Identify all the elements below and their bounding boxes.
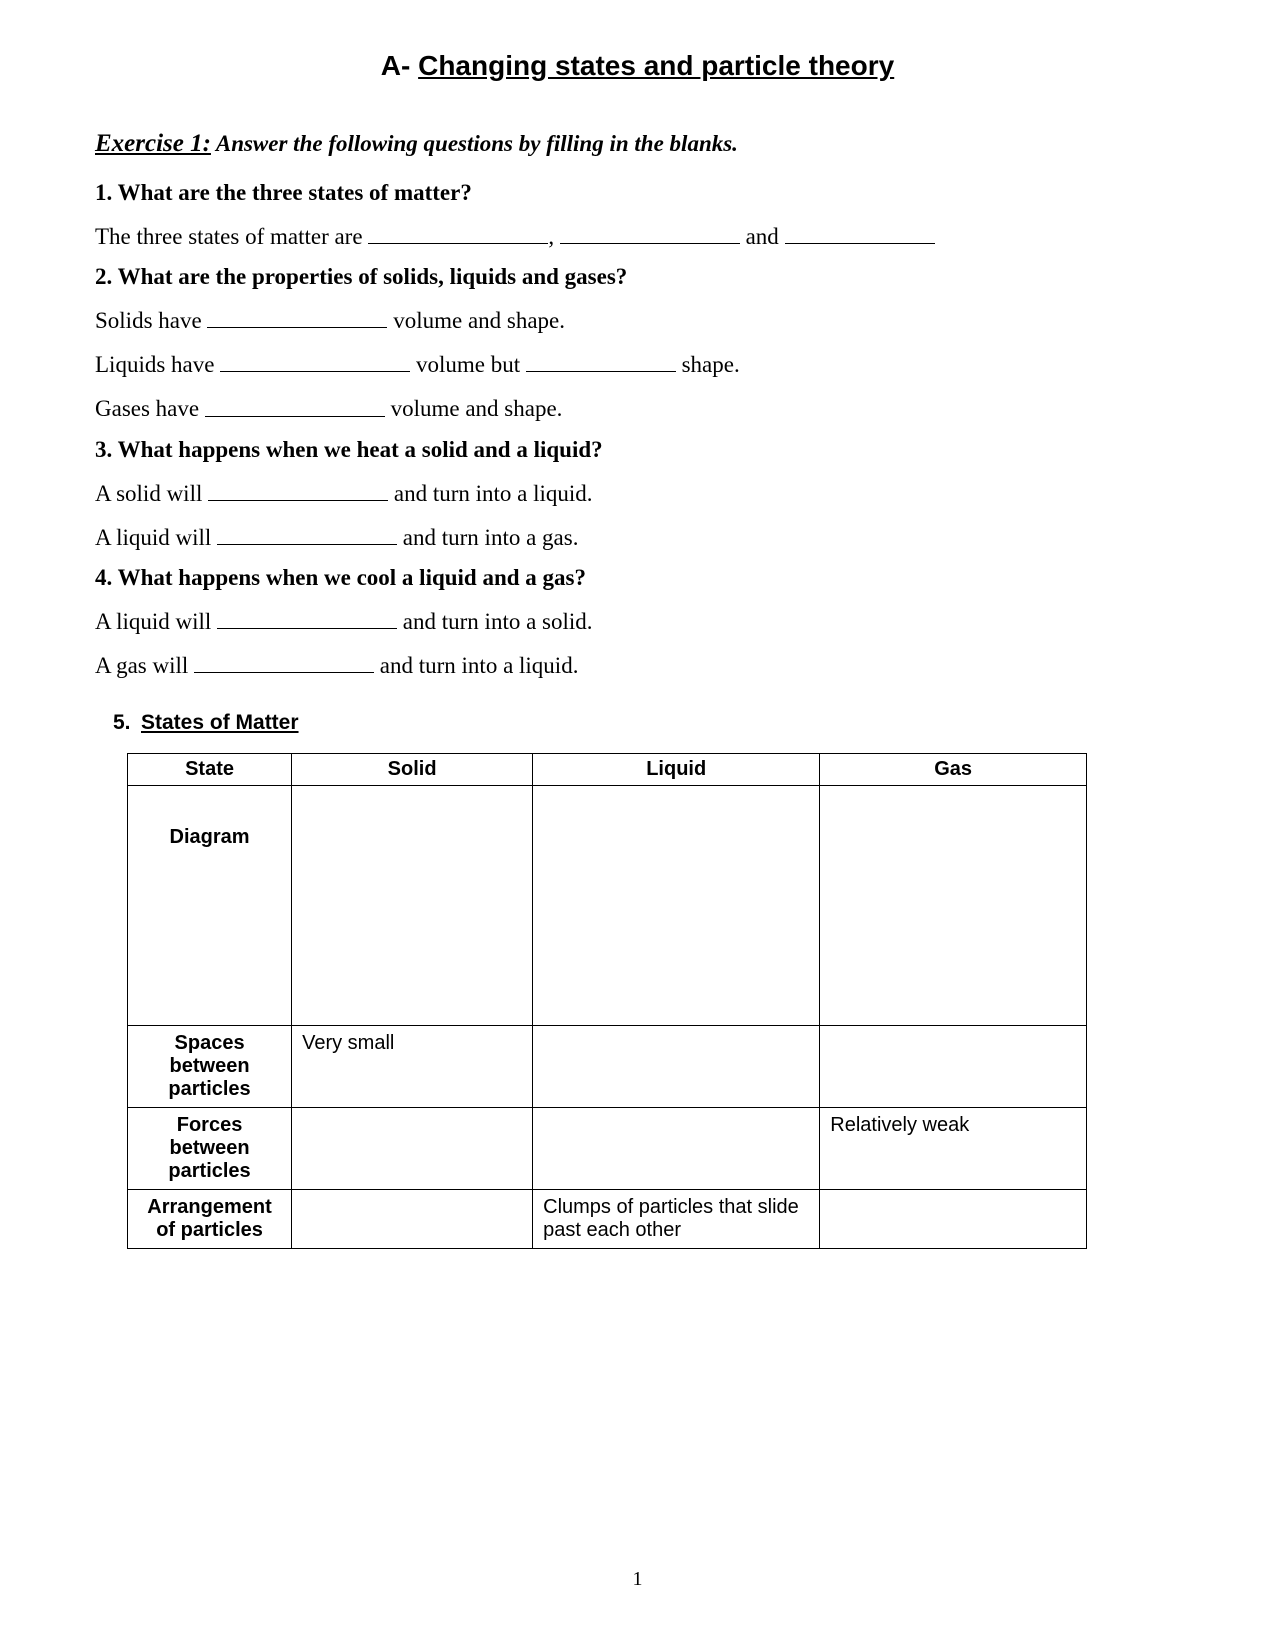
q2-l3b: volume and shape. <box>385 397 563 422</box>
cell-forces-gas: Relatively weak <box>820 1108 1087 1190</box>
q5-title: States of Matter <box>141 711 299 734</box>
q2-l1a: Solids have <box>95 308 207 333</box>
question-3-block: 3. What happens when we heat a solid and… <box>95 437 1180 551</box>
row-head-arrangement: Arrangement of particles <box>128 1190 292 1249</box>
question-4-block: 4. What happens when we cool a liquid an… <box>95 565 1180 679</box>
q3-l1b: and turn into a liquid. <box>388 481 592 506</box>
blank-input[interactable] <box>785 220 935 244</box>
q2-line-3: Gases have volume and shape. <box>95 392 1180 422</box>
q2-l3a: Gases have <box>95 397 205 422</box>
blank-input[interactable] <box>368 220 548 244</box>
q3-line-1: A solid will and turn into a liquid. <box>95 477 1180 507</box>
q1-text-c: and <box>740 224 785 249</box>
blank-input[interactable] <box>560 220 740 244</box>
cell-spaces-solid: Very small <box>292 1026 533 1108</box>
col-header-gas: Gas <box>820 754 1087 786</box>
table-row: Arrangement of particles Clumps of parti… <box>128 1190 1087 1249</box>
col-header-solid: Solid <box>292 754 533 786</box>
q4-l1b: and turn into a solid. <box>397 609 592 634</box>
cell-arrangement-solid[interactable] <box>292 1190 533 1249</box>
main-title: A- Changing states and particle theory <box>95 50 1180 82</box>
q4-line-2: A gas will and turn into a liquid. <box>95 649 1180 679</box>
blank-input[interactable] <box>217 605 397 629</box>
q1-line: The three states of matter are , and <box>95 220 1180 250</box>
cell-forces-solid[interactable] <box>292 1108 533 1190</box>
q4-l2a: A gas will <box>95 653 194 678</box>
q4-l2b: and turn into a liquid. <box>374 653 578 678</box>
q1-text-b: , <box>548 224 560 249</box>
cell-diagram-liquid[interactable] <box>533 786 820 1026</box>
title-underlined: Changing states and particle theory <box>418 50 894 81</box>
q2-line-1: Solids have volume and shape. <box>95 304 1180 334</box>
blank-input[interactable] <box>205 392 385 416</box>
blank-input[interactable] <box>217 521 397 545</box>
table-row: Forces between particles Relatively weak <box>128 1108 1087 1190</box>
question-2-block: 2. What are the properties of solids, li… <box>95 264 1180 422</box>
blank-input[interactable] <box>208 477 388 501</box>
page-number: 1 <box>0 1568 1275 1591</box>
q3-line-2: A liquid will and turn into a gas. <box>95 521 1180 551</box>
blank-input[interactable] <box>207 304 387 328</box>
table-header-row: State Solid Liquid Gas <box>128 754 1087 786</box>
q2-l2c: shape. <box>676 352 740 377</box>
q2-l2a: Liquids have <box>95 352 220 377</box>
question-2: 2. What are the properties of solids, li… <box>95 264 1180 290</box>
worksheet-page: A- Changing states and particle theory E… <box>0 0 1275 1249</box>
q1-text-a: The three states of matter are <box>95 224 368 249</box>
q2-l2b: volume but <box>410 352 526 377</box>
exercise-label: Exercise 1: <box>95 130 211 157</box>
q5-number: 5. <box>113 711 141 735</box>
table-row: Spaces between particles Very small <box>128 1026 1087 1108</box>
q3-l2b: and turn into a gas. <box>397 525 578 550</box>
title-prefix: A- <box>381 50 418 81</box>
cell-forces-liquid[interactable] <box>533 1108 820 1190</box>
row-head-diagram: Diagram <box>128 786 292 1026</box>
question-3: 3. What happens when we heat a solid and… <box>95 437 1180 463</box>
question-4: 4. What happens when we cool a liquid an… <box>95 565 1180 591</box>
col-header-state: State <box>128 754 292 786</box>
states-of-matter-table: State Solid Liquid Gas Diagram Spaces be… <box>127 753 1087 1249</box>
q4-l1a: A liquid will <box>95 609 217 634</box>
row-head-forces: Forces between particles <box>128 1108 292 1190</box>
q2-l1b: volume and shape. <box>387 308 565 333</box>
q3-l1a: A solid will <box>95 481 208 506</box>
cell-spaces-liquid[interactable] <box>533 1026 820 1108</box>
blank-input[interactable] <box>526 348 676 372</box>
question-1: 1. What are the three states of matter? <box>95 180 1180 206</box>
cell-spaces-gas[interactable] <box>820 1026 1087 1108</box>
question-5-heading: 5.States of Matter <box>113 711 1180 735</box>
cell-arrangement-gas[interactable] <box>820 1190 1087 1249</box>
exercise-heading: Exercise 1: Answer the following questio… <box>95 130 1180 158</box>
q2-line-2: Liquids have volume but shape. <box>95 348 1180 378</box>
blank-input[interactable] <box>220 348 410 372</box>
cell-arrangement-liquid: Clumps of particles that slide past each… <box>533 1190 820 1249</box>
q4-line-1: A liquid will and turn into a solid. <box>95 605 1180 635</box>
blank-input[interactable] <box>194 649 374 673</box>
table-row: Diagram <box>128 786 1087 1026</box>
question-1-block: 1. What are the three states of matter? … <box>95 180 1180 250</box>
col-header-liquid: Liquid <box>533 754 820 786</box>
q3-l2a: A liquid will <box>95 525 217 550</box>
row-head-spaces: Spaces between particles <box>128 1026 292 1108</box>
cell-diagram-solid[interactable] <box>292 786 533 1026</box>
cell-diagram-gas[interactable] <box>820 786 1087 1026</box>
exercise-instruction: Answer the following questions by fillin… <box>211 131 738 156</box>
